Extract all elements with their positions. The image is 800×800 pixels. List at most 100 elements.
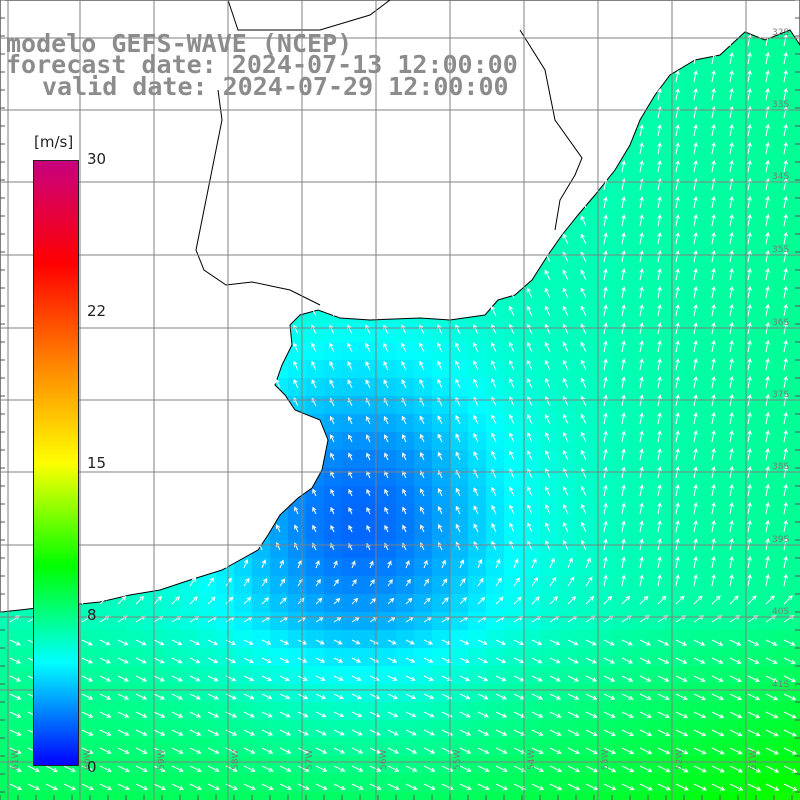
wind-arrow [747,483,752,497]
wind-arrow [657,675,670,682]
wind-arrow [765,195,770,209]
wind-arrow [441,578,448,587]
wind-vector-arrows [9,33,798,791]
speed-cell [414,558,433,577]
speed-cell [594,270,613,289]
wind-arrow [63,765,76,772]
wind-arrow [311,306,317,317]
wind-arrow [261,559,267,569]
wind-arrow [549,711,562,718]
wind-arrow [455,451,461,461]
speed-cell [756,486,775,505]
speed-cell [720,252,739,271]
wind-arrow [261,639,272,645]
speed-cell [630,162,649,181]
speed-cell [342,792,361,800]
wind-arrow [675,232,680,245]
wind-arrow [747,429,752,443]
speed-cell [180,720,199,739]
speed-cell [612,522,631,541]
speed-cell [540,630,559,649]
wind-arrow [783,195,788,209]
speed-cell [684,324,703,343]
speed-cell [792,774,800,793]
wind-arrow [562,413,569,425]
speed-cell [630,738,649,757]
wind-arrow [526,341,533,353]
speed-cell [756,720,775,739]
speed-cell [558,702,577,721]
speed-cell [756,630,775,649]
speed-cell [162,630,181,649]
speed-cell [234,702,253,721]
wind-arrow [243,558,249,569]
wind-arrow [472,323,479,335]
wind-arrow [765,783,780,791]
wind-arrow [657,268,662,281]
wind-arrow [544,269,551,281]
wind-arrow [562,521,569,533]
wind-arrow [603,322,608,335]
speed-cell [666,144,685,163]
wind-arrow [693,657,706,664]
speed-cell [648,270,667,289]
speed-cell [234,558,253,577]
speed-cell [738,108,757,127]
wind-arrow [401,433,407,443]
wind-arrow [693,196,698,209]
wind-arrow [508,305,515,317]
wind-arrow [491,522,497,533]
wind-arrow [729,711,743,719]
speed-cell [522,756,541,775]
wind-arrow [243,675,255,682]
speed-cell [126,720,145,739]
wind-arrow [765,87,770,101]
speed-cell [684,270,703,289]
speed-cell [792,450,800,469]
wind-arrow [765,595,775,605]
wind-arrow [171,747,184,754]
wind-arrow [657,639,670,646]
speed-cell [522,702,541,721]
speed-cell [378,684,397,703]
speed-cell [630,630,649,649]
wind-arrow [508,377,515,389]
wind-arrow [729,639,742,646]
wind-arrow [549,729,562,736]
speed-cell [162,774,181,793]
wind-arrow [405,729,417,736]
speed-cell [324,684,343,703]
speed-cell [720,126,739,145]
speed-cell [252,720,271,739]
speed-cell [792,684,800,703]
wind-arrow [621,430,626,443]
speed-cell [360,702,379,721]
wind-arrow [297,765,310,772]
wind-arrow [783,675,797,683]
speed-cell [756,378,775,397]
speed-cell [414,738,433,757]
speed-cell [198,630,217,649]
wind-arrow [621,574,626,587]
speed-cell [756,468,775,487]
speed-cell [324,738,343,757]
wind-arrow [621,304,626,317]
speed-cell [540,756,559,775]
wind-arrow [639,556,644,569]
speed-cell [234,684,253,703]
wind-arrow [405,783,418,790]
speed-cell [630,792,649,800]
speed-cell [774,630,793,649]
speed-cell [576,558,595,577]
wind-arrow [675,124,680,137]
speed-cell [792,72,800,91]
speed-cell [774,360,793,379]
speed-cell [576,738,595,757]
wind-arrow [567,729,580,736]
wind-arrow [693,214,698,227]
speed-cell [666,288,685,307]
speed-cell [468,648,487,667]
wind-arrow [508,341,515,353]
wind-arrow [580,305,587,317]
wind-arrow [621,657,634,664]
